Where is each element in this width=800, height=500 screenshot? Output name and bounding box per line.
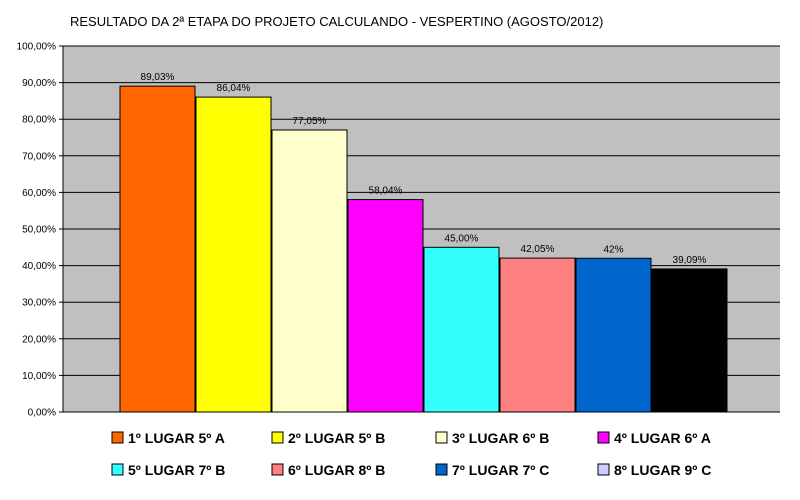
y-tick-label: 70,00% <box>22 151 56 162</box>
legend-label: 1º LUGAR 5º A <box>128 430 225 446</box>
y-tick-label: 80,00% <box>22 115 56 126</box>
data-label: 58,04% <box>369 186 403 197</box>
data-label: 39,09% <box>673 255 707 266</box>
y-tick-label: 60,00% <box>22 188 56 199</box>
legend-swatch <box>435 431 448 444</box>
legend-swatch <box>597 431 610 444</box>
y-tick-label: 0,00% <box>28 408 56 419</box>
legend-label: 2º LUGAR 5º B <box>288 430 385 446</box>
legend-swatch <box>435 463 448 476</box>
legend-label: 5º LUGAR 7º B <box>128 462 225 478</box>
y-tick-label: 90,00% <box>22 78 56 89</box>
data-label: 86,04% <box>217 83 251 94</box>
y-tick-label: 100,00% <box>17 42 57 53</box>
y-tick-label: 20,00% <box>22 334 56 345</box>
legend-swatch <box>111 431 124 444</box>
legend-label: 7º LUGAR 7º C <box>452 462 549 478</box>
legend-label: 6º LUGAR 8º B <box>288 462 385 478</box>
data-label: 77,05% <box>293 116 327 127</box>
legend-label: 4º LUGAR 6º A <box>614 430 711 446</box>
legend-label: 3º LUGAR 6º B <box>452 430 549 446</box>
bar <box>575 257 652 413</box>
bar <box>119 85 196 413</box>
legend-swatch <box>271 431 284 444</box>
y-tick-label: 50,00% <box>22 225 56 236</box>
legend: 1º LUGAR 5º A 2º LUGAR 5º B 3º LUGAR 6º B 4… <box>111 430 711 478</box>
bar <box>195 96 272 413</box>
data-label: 42% <box>603 244 623 255</box>
y-tick-label: 10,00% <box>22 371 56 382</box>
y-tick-label: 30,00% <box>22 298 56 309</box>
bar <box>499 257 576 413</box>
legend-swatch <box>271 463 284 476</box>
data-label: 45,00% <box>445 233 479 244</box>
legend-swatch <box>111 463 124 476</box>
legend-label: 8º LUGAR 9º C <box>614 462 711 478</box>
bar <box>271 129 348 413</box>
plot-area: 0,00% 10,00% 20,00% 30,00% 40,00% 50,00% 60,00… <box>17 42 780 419</box>
legend-swatch <box>597 463 610 476</box>
bar <box>423 246 500 413</box>
data-label: 42,05% <box>521 244 555 255</box>
bar <box>651 268 728 413</box>
bar <box>347 199 424 413</box>
y-tick-label: 40,00% <box>22 261 56 272</box>
data-label: 89,03% <box>141 72 175 83</box>
chart-title: RESULTADO DA 2ª ETAPA DO PROJETO CALCULA… <box>70 14 603 29</box>
